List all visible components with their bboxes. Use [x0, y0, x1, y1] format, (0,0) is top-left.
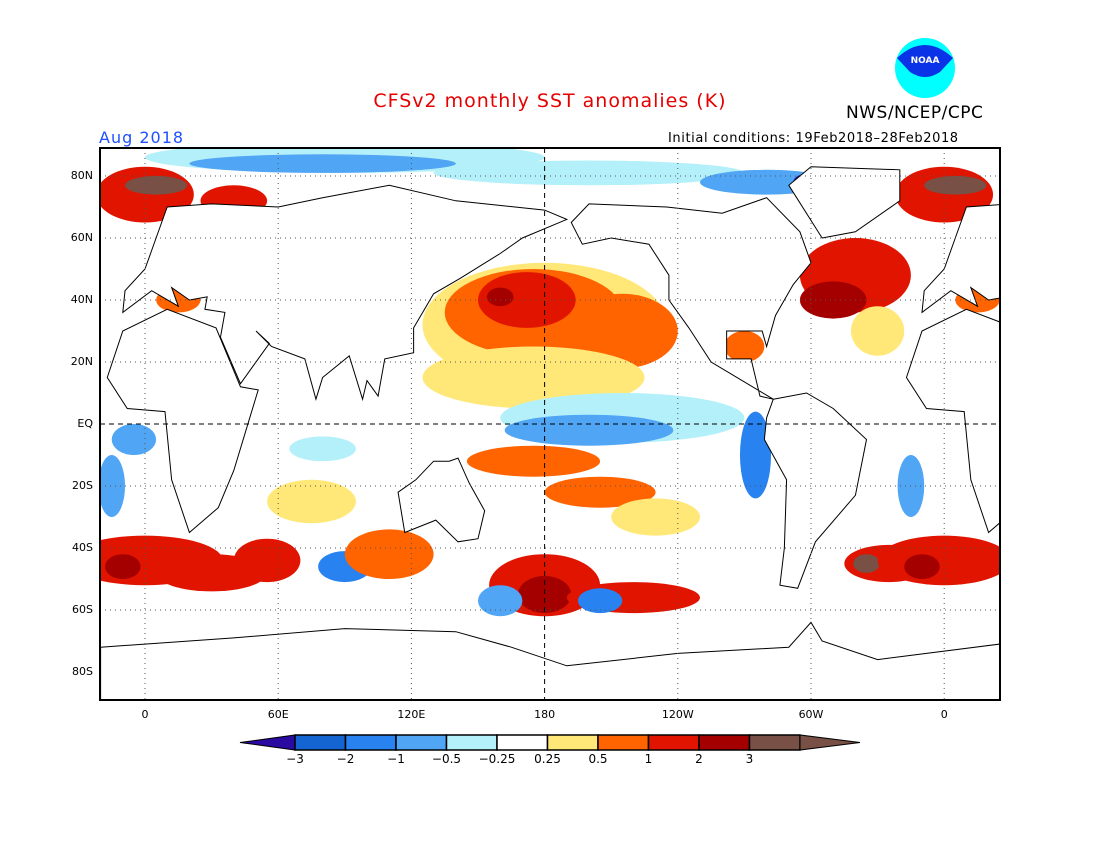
colorbar-box	[294, 734, 347, 751]
anomaly-patch	[504, 414, 674, 446]
anomaly-patch	[577, 588, 623, 614]
lat-tick-label: 20N	[70, 355, 93, 368]
target-month-label: Aug 2018	[99, 128, 185, 147]
anomaly-patch	[478, 272, 576, 328]
anomaly-patch	[850, 306, 905, 356]
anomaly-patch	[189, 154, 456, 173]
colorbar-tick-label: 1	[644, 752, 653, 766]
colorbar-box	[647, 734, 700, 751]
lon-tick-label: 120W	[661, 708, 694, 721]
colorbar-max-triangle	[799, 734, 861, 751]
anomaly-patch	[344, 529, 434, 579]
lon-tick-label: 60E	[267, 708, 289, 721]
lat-tick-label: 40S	[72, 541, 93, 554]
colorbar-tick-label: −0.5	[431, 752, 462, 766]
colorbar-tick-label: 3	[745, 752, 754, 766]
landmass-australia	[397, 457, 486, 543]
anomaly-patch	[724, 331, 765, 362]
landmass-africa	[106, 308, 259, 534]
colorbar-box	[445, 734, 498, 751]
anomaly-patch	[466, 445, 601, 477]
map-frame	[99, 147, 1001, 701]
lat-tick-label: 80S	[72, 665, 93, 678]
colorbar-box	[496, 734, 549, 751]
anomaly-patch	[125, 176, 188, 195]
lat-tick-label: 80N	[70, 169, 93, 182]
landmass-samerica	[763, 392, 868, 589]
colorbar-tick-label: −2	[336, 752, 355, 766]
anomaly-field	[100, 148, 1000, 617]
figure-title: CFSv2 monthly SST anomalies (K)	[373, 90, 727, 112]
anomaly-patch	[267, 479, 356, 524]
anomaly-patch	[111, 424, 157, 455]
colorbar-tick-label: −3	[286, 752, 304, 766]
landmass-greenland	[788, 166, 901, 239]
anomaly-patch	[904, 554, 940, 579]
lat-tick-label: EQ	[77, 417, 93, 430]
lat-tick-label: 20S	[72, 479, 93, 492]
colorbar-tick-label: 0.25	[534, 752, 561, 766]
anomaly-patch	[924, 176, 987, 195]
anomaly-patch	[422, 346, 645, 409]
initial-conditions-label: Initial conditions: 19Feb2018–28Feb2018	[668, 131, 959, 146]
landmass-antarctica	[100, 621, 1000, 700]
anomaly-patch	[233, 538, 301, 583]
colorbar	[239, 734, 861, 751]
anomaly-patch	[433, 160, 745, 186]
lon-tick-label: 180	[534, 708, 556, 721]
noaa-logo: NOAA	[895, 38, 955, 98]
colorbar-min-triangle	[239, 734, 296, 751]
anomaly-patch	[100, 455, 126, 517]
anomaly-patch	[544, 476, 656, 508]
colorbar-box	[344, 734, 397, 751]
colorbar-box	[395, 734, 448, 751]
colorbar-box	[597, 734, 650, 751]
anomaly-patch	[611, 498, 700, 536]
anomaly-patch	[105, 554, 141, 579]
anomaly-patch	[478, 585, 523, 617]
continents	[100, 166, 1000, 700]
lon-tick-label: 120E	[397, 708, 426, 721]
colorbar-tick-label: −0.25	[478, 752, 516, 766]
landmass-eurasia	[921, 204, 1000, 314]
landmass-namerica	[570, 197, 812, 400]
landmass-eurasia	[122, 184, 569, 402]
anomaly-patch	[289, 436, 356, 462]
anomaly-patch	[566, 293, 678, 369]
lon-tick-label: 0	[141, 708, 149, 721]
colorbar-box	[546, 734, 599, 751]
colorbar-tick-label: 0.5	[588, 752, 608, 766]
colorbar-box	[748, 734, 801, 751]
anomaly-patch	[739, 411, 772, 499]
noaa-logo-text: NOAA	[911, 56, 940, 66]
anomaly-patch	[486, 287, 514, 307]
landmass-africa	[905, 308, 1000, 534]
lat-tick-label: 60S	[72, 603, 93, 616]
anomaly-patch	[799, 281, 867, 319]
lon-tick-label: 0	[940, 708, 948, 721]
anomaly-patch	[517, 575, 572, 614]
colorbar-tick-label: 2	[695, 752, 703, 766]
lat-tick-label: 60N	[70, 231, 93, 244]
lat-tick-label: 40N	[70, 293, 93, 306]
organization-label: NWS/NCEP/CPC	[846, 103, 984, 123]
colorbar-tick-label: −1	[387, 752, 405, 766]
anomaly-patch	[853, 554, 880, 573]
lon-tick-label: 60W	[798, 708, 824, 721]
graticule	[100, 148, 1000, 700]
colorbar-box	[698, 734, 751, 751]
